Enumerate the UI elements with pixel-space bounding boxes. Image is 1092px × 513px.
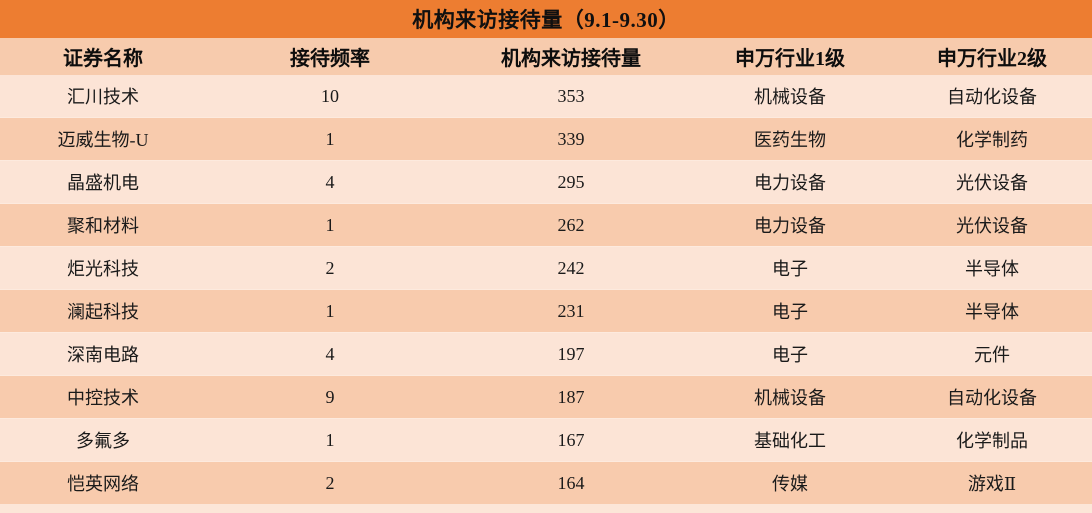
- cell-security-name: 炬光科技: [0, 246, 206, 290]
- cell-industry-l2: 化学制品: [892, 418, 1092, 462]
- cell-security-name: 中控技术: [0, 375, 206, 419]
- cell-industry-l1: 医药生物: [688, 117, 892, 161]
- cell-visit-count: 339: [454, 117, 688, 161]
- cell-industry-l1: 电子: [688, 289, 892, 333]
- column-header-row: 证券名称 接待频率 机构来访接待量 申万行业1级 申万行业2级: [0, 38, 1092, 75]
- table-body: 汇川技术 10 353 机械设备 自动化设备 迈威生物-U 1 339 医药生物…: [0, 75, 1092, 504]
- cell-visit-count: 197: [454, 332, 688, 376]
- table-row[interactable]: 中控技术 9 187 机械设备 自动化设备: [0, 375, 1092, 419]
- cell-visit-frequency: 4: [206, 160, 454, 204]
- cell-visit-count: 231: [454, 289, 688, 333]
- cell-industry-l2: 半导体: [892, 289, 1092, 333]
- cell-industry-l2: 游戏Ⅱ: [892, 461, 1092, 504]
- table-row[interactable]: 聚和材料 1 262 电力设备 光伏设备: [0, 203, 1092, 247]
- column-header-security-name[interactable]: 证券名称: [0, 38, 206, 75]
- table-row[interactable]: 多氟多 1 167 基础化工 化学制品: [0, 418, 1092, 462]
- cell-visit-count: 242: [454, 246, 688, 290]
- cell-security-name: 晶盛机电: [0, 160, 206, 204]
- cell-visit-count: 187: [454, 375, 688, 419]
- cell-industry-l1: 电力设备: [688, 160, 892, 204]
- column-header-industry-l1[interactable]: 申万行业1级: [688, 38, 892, 75]
- cell-visit-frequency: 4: [206, 332, 454, 376]
- cell-visit-count: 353: [454, 75, 688, 118]
- cell-visit-frequency: 1: [206, 418, 454, 462]
- cell-security-name: 迈威生物-U: [0, 117, 206, 161]
- cell-security-name: 汇川技术: [0, 75, 206, 118]
- cell-security-name: 多氟多: [0, 418, 206, 462]
- cell-industry-l1: 基础化工: [688, 418, 892, 462]
- table-row[interactable]: 晶盛机电 4 295 电力设备 光伏设备: [0, 160, 1092, 204]
- column-header-industry-l2[interactable]: 申万行业2级: [892, 38, 1092, 75]
- cell-security-name: 聚和材料: [0, 203, 206, 247]
- cell-industry-l2: 化学制药: [892, 117, 1092, 161]
- cell-industry-l2: 半导体: [892, 246, 1092, 290]
- cell-industry-l1: 电力设备: [688, 203, 892, 247]
- cell-visit-frequency: 2: [206, 461, 454, 504]
- table-row[interactable]: 炬光科技 2 242 电子 半导体: [0, 246, 1092, 290]
- cell-security-name: 深南电路: [0, 332, 206, 376]
- cell-visit-frequency: 9: [206, 375, 454, 419]
- cell-visit-frequency: 2: [206, 246, 454, 290]
- cell-visit-frequency: 1: [206, 203, 454, 247]
- cell-industry-l2: 光伏设备: [892, 203, 1092, 247]
- cell-security-name: 恺英网络: [0, 461, 206, 504]
- cell-visit-count: 262: [454, 203, 688, 247]
- title-row: 机构来访接待量（9.1-9.30）: [0, 0, 1092, 38]
- cell-industry-l2: 自动化设备: [892, 375, 1092, 419]
- cell-visit-frequency: 10: [206, 75, 454, 118]
- cell-industry-l1: 机械设备: [688, 75, 892, 118]
- column-header-visit-count[interactable]: 机构来访接待量: [454, 38, 688, 75]
- cell-visit-count: 295: [454, 160, 688, 204]
- table-row[interactable]: 恺英网络 2 164 传媒 游戏Ⅱ: [0, 461, 1092, 504]
- cell-industry-l1: 机械设备: [688, 375, 892, 419]
- cell-visit-frequency: 1: [206, 289, 454, 333]
- cell-visit-count: 167: [454, 418, 688, 462]
- cell-visit-frequency: 1: [206, 117, 454, 161]
- table-row[interactable]: 深南电路 4 197 电子 元件: [0, 332, 1092, 376]
- cell-industry-l1: 电子: [688, 332, 892, 376]
- cell-industry-l2: 自动化设备: [892, 75, 1092, 118]
- column-header-visit-frequency[interactable]: 接待频率: [206, 38, 454, 75]
- cell-industry-l1: 传媒: [688, 461, 892, 504]
- table-row[interactable]: 汇川技术 10 353 机械设备 自动化设备: [0, 75, 1092, 118]
- table-row[interactable]: 澜起科技 1 231 电子 半导体: [0, 289, 1092, 333]
- cell-visit-count: 164: [454, 461, 688, 504]
- table-title: 机构来访接待量（9.1-9.30）: [0, 0, 1092, 38]
- cell-industry-l1: 电子: [688, 246, 892, 290]
- cell-industry-l2: 元件: [892, 332, 1092, 376]
- cell-security-name: 澜起科技: [0, 289, 206, 333]
- table-row[interactable]: 迈威生物-U 1 339 医药生物 化学制药: [0, 117, 1092, 161]
- cell-industry-l2: 光伏设备: [892, 160, 1092, 204]
